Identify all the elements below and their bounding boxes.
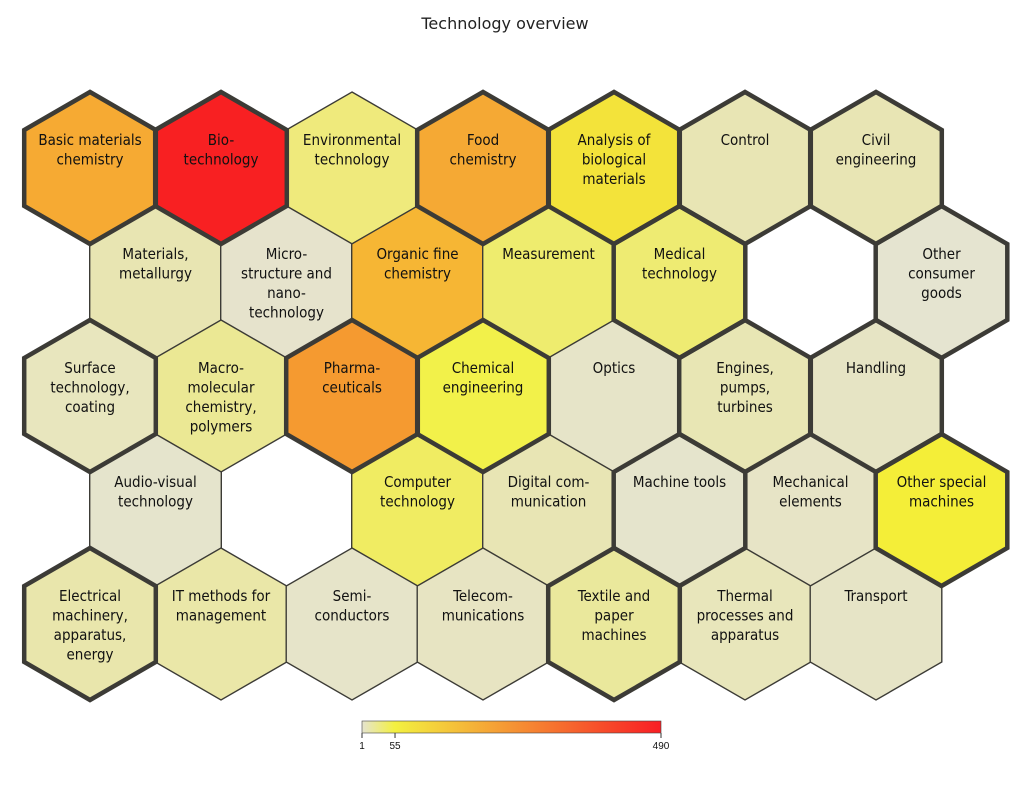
hex-highlight-chemical-engineering (414, 317, 552, 475)
hex-highlight-surface-technology-coating (21, 317, 159, 475)
color-scale-tick-label-490: 490 (653, 741, 670, 752)
hex-labels: Basic materials chemistry Bio-technology En… (38, 131, 986, 664)
hex-label-organic-fine-chemistry: Organic fine chemistry (376, 245, 458, 283)
hex-label-food-chemistry: Food chemistry (449, 131, 516, 169)
hex-label-computer-technology: Computer technology (380, 473, 455, 511)
hex-label-chemical-engineering: Chemical engineering (443, 359, 524, 397)
hex-label-electrical-machinery-apparatus-energy: Electrical machinery, apparatus, energy (52, 587, 128, 664)
hex-label-optics: Optics (593, 359, 636, 377)
hex-highlight-borders (21, 89, 1010, 703)
hex-label-micro-structure-and-nano-technology: Micro-structure and nano-technology (241, 245, 332, 322)
hex-label-macro-molecular-chemistry-polymers: Macro-molecular chemistry, polymers (185, 359, 256, 436)
hex-highlight-electrical-machinery-apparatus-energy (21, 545, 159, 703)
hex-highlight-other-special-machines (873, 431, 1010, 589)
hex-label-textile-and-paper-machines: Textile and paper machines (577, 587, 651, 644)
hex-label-mechanical-elements: Mechanical elements (773, 473, 849, 511)
color-scale-tick-label-55: 55 (389, 741, 401, 752)
hex-label-audio-visual-technology: Audio-visual technology (114, 473, 196, 511)
hex-label-bio-technology: Bio-technology (184, 131, 259, 169)
hex-label-other-special-machines: Other special machines (897, 473, 987, 511)
hex-label-surface-technology-coating: Surface technology, coating (50, 359, 129, 416)
color-scale-ticks: 1 55 490 (359, 733, 670, 752)
hex-label-materials-metallurgy: Materials, metallurgy (119, 245, 192, 283)
hex-label-it-methods-for-management: IT methods for management (172, 587, 271, 625)
hex-label-pharma-ceuticals: Pharma-ceuticals (322, 359, 382, 397)
hex-label-thermal-processes-and-apparatus: Thermal processes and apparatus (697, 587, 794, 644)
hex-label-basic-materials-chemistry: Basic materials chemistry (38, 131, 141, 169)
hex-label-measurement: Measurement (502, 245, 595, 263)
hex-label-environmental-technology: Environmental technology (303, 131, 401, 169)
color-scale-legend: 1 55 490 (359, 720, 670, 752)
chart-title: Technology overview (420, 14, 588, 33)
hex-label-telecom-munications: Telecom-munications (442, 587, 525, 625)
hex-label-semi-conductors: Semi-conductors (315, 587, 390, 625)
color-scale-tick-label-1: 1 (359, 741, 365, 752)
hex-label-handling: Handling (846, 359, 906, 377)
hex-label-machine-tools: Machine tools (633, 473, 726, 491)
hex-highlight-bio-technology (152, 89, 290, 247)
hex-label-medical-technology: Medical technology (642, 245, 717, 283)
hex-label-control: Control (721, 131, 770, 149)
hex-highlight-textile-and-paper-machines (545, 545, 683, 703)
hex-label-other-consumer-goods: Other consumer goods (908, 245, 975, 302)
hex-label-digital-com-munication: Digital com-munication (508, 473, 590, 511)
hex-label-analysis-of-biological-materials: Analysis of biological materials (578, 131, 652, 188)
hex-label-transport: Transport (843, 587, 907, 605)
hex-label-civil-engineering: Civil engineering (836, 131, 917, 169)
hex-grid (23, 91, 1008, 701)
hex-label-engines-pumps-turbines: Engines, pumps, turbines (716, 359, 774, 416)
color-scale-bar (361, 720, 662, 734)
